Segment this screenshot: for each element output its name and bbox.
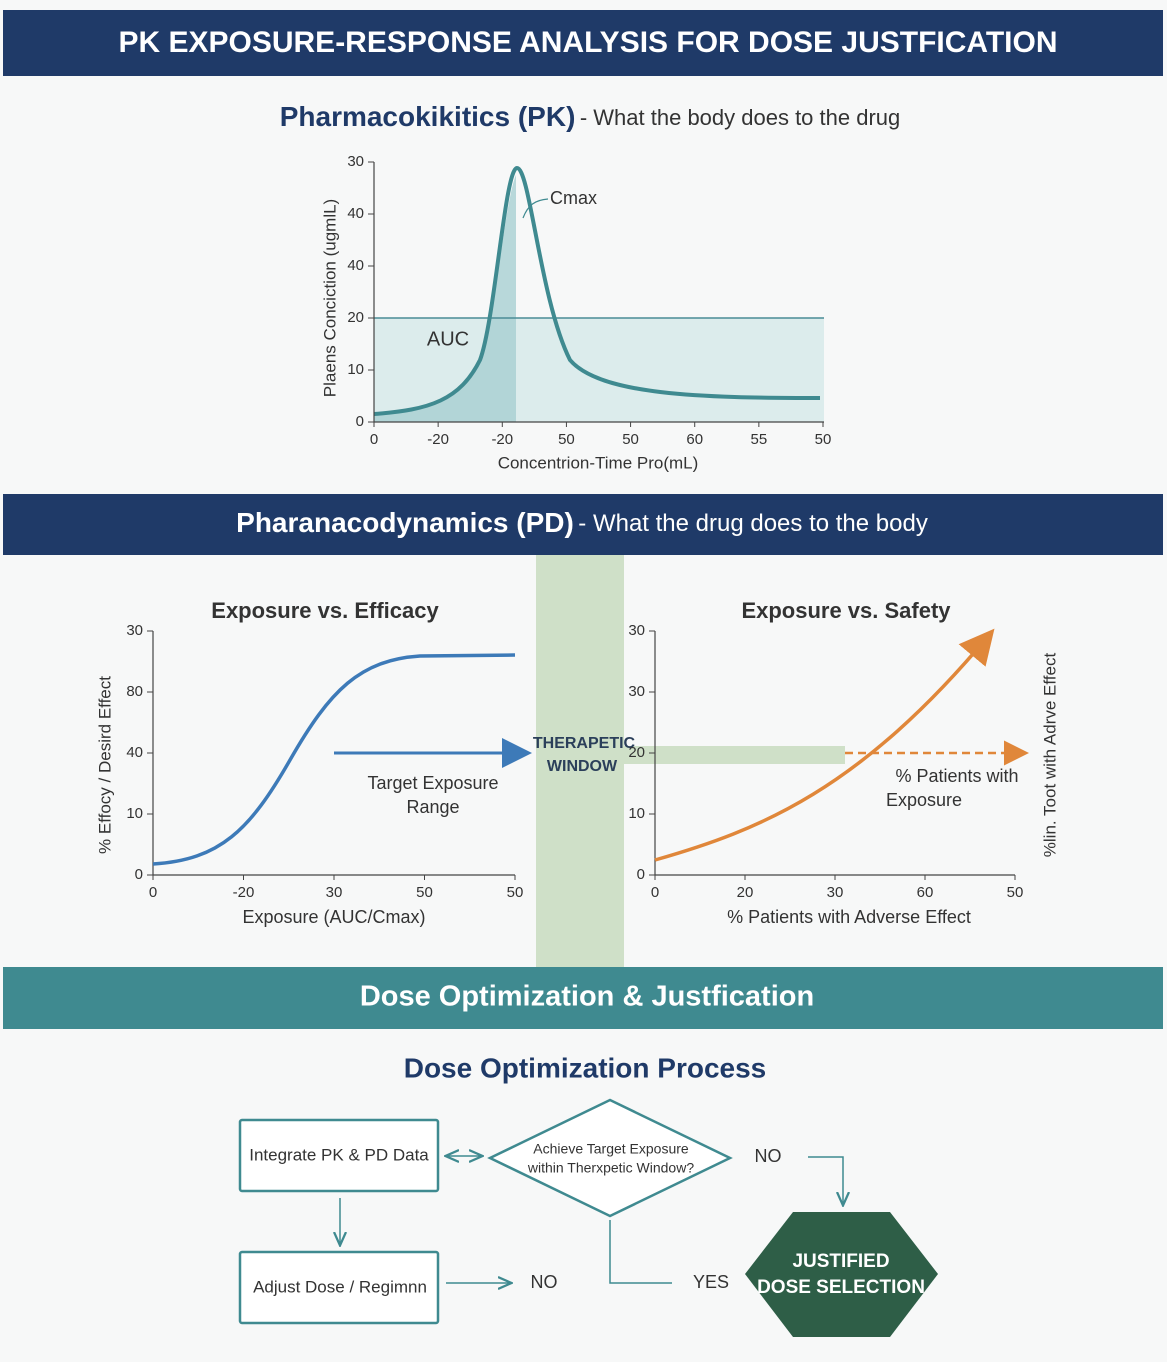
- y-tick-label: 30: [347, 153, 364, 170]
- process-title: Dose Optimization Process: [404, 1052, 767, 1083]
- x-tick-label: -20: [233, 884, 255, 901]
- node-label: Adjust Dose / Regimnn: [253, 1277, 427, 1296]
- x-tick-label: -20: [491, 431, 513, 448]
- efficacy-title: Exposure vs. Efficacy: [211, 598, 439, 623]
- edge: [808, 1156, 843, 1204]
- x-tick-label: 60: [917, 884, 934, 901]
- pk-subtitle: - What the body does to the drug: [580, 105, 900, 130]
- x-tick-label: 0: [149, 884, 157, 901]
- target-label: Range: [406, 797, 459, 817]
- y-tick-label: 10: [628, 805, 645, 822]
- x-tick-label: 55: [751, 431, 768, 448]
- x-tick-label: 50: [507, 884, 524, 901]
- y-tick-label: 0: [637, 866, 645, 883]
- dose-bar: [3, 967, 1163, 1029]
- y-tick-label: 40: [126, 744, 143, 761]
- y-tick-label: 30: [126, 622, 143, 639]
- y-tick-label: 10: [126, 805, 143, 822]
- final-node: [745, 1212, 938, 1337]
- node-box: [238, 1118, 440, 1193]
- x-tick-label: 50: [1007, 884, 1024, 901]
- window-label: WINDOW: [547, 758, 618, 775]
- node-label: Integrate PK & PD Data: [249, 1145, 429, 1164]
- x-tick-label: 30: [326, 884, 343, 901]
- therapeutic-band: [536, 555, 624, 967]
- efficacy-curve: [152, 653, 516, 866]
- x-tick-label: 50: [622, 431, 639, 448]
- x-tick-label: 60: [686, 431, 703, 448]
- safety-curve: [654, 628, 995, 862]
- y-tick-label: 30: [628, 683, 645, 700]
- pk-y-label: Plaens Conciction (ugmlL): [320, 199, 339, 397]
- y-tick-label: 0: [356, 413, 364, 430]
- header-title: PK EXPOSURE-RESPONSE ANALYSIS FOR DOSE J…: [118, 26, 1057, 59]
- pk-x-label: Concentrion-Time Pro(mL): [498, 453, 699, 472]
- y-tick-label: 80: [126, 683, 143, 700]
- pd-title: Pharanacodynamics (PD): [236, 507, 574, 538]
- auc-label: AUC: [427, 328, 469, 350]
- y-tick-label: 20: [628, 744, 645, 761]
- cmax-leader: [522, 198, 549, 219]
- x-tick-label: 0: [370, 431, 378, 448]
- therapeutic-band-h: [624, 746, 845, 764]
- safety-annotation: Exposure: [886, 790, 962, 810]
- y-tick-label: 30: [628, 622, 645, 639]
- safety-title: Exposure vs. Safety: [741, 598, 951, 623]
- x-tick-label: 20: [737, 884, 754, 901]
- safety-y-label: %lin. Toot with Adrve Effect: [1040, 653, 1059, 858]
- edge-label: YES: [693, 1272, 729, 1292]
- y-tick-label: 40: [347, 257, 364, 274]
- y-tick-label: 10: [347, 361, 364, 378]
- x-tick-label: 50: [558, 431, 575, 448]
- x-tick-label: -20: [427, 431, 449, 448]
- safety-annotation: % Patients with: [895, 766, 1018, 786]
- efficacy-y-label: % Effocy / Desird Effect: [95, 676, 114, 854]
- cmax-label: Cmax: [550, 188, 597, 208]
- y-tick-label: 20: [347, 309, 364, 326]
- window-label: THERAPETIC: [533, 735, 636, 752]
- edge: [609, 1220, 672, 1284]
- pd-heading: Pharanacodynamics (PD) - What the drug d…: [236, 507, 928, 538]
- x-tick-label: 30: [827, 884, 844, 901]
- pk-title: Pharmacokikitics (PK): [280, 101, 576, 132]
- node-label: Achieve Target Exposure: [533, 1141, 689, 1157]
- pk-heading: Pharmacokikitics (PK) - What the body do…: [280, 101, 901, 132]
- header-bar: [3, 10, 1163, 76]
- edge-label: NO: [755, 1146, 782, 1166]
- pd-subtitle: - What the drug does to the body: [578, 510, 928, 537]
- x-tick-label: 50: [815, 431, 832, 448]
- node-label: JUSTIFIED: [792, 1251, 889, 1272]
- decision-diamond: [487, 1098, 733, 1218]
- pd-bar: [3, 494, 1163, 555]
- y-tick-label: 0: [135, 866, 143, 883]
- pk-curve: [373, 165, 821, 416]
- pk-ticks: 30 40 40 20 10 00 -20 -20 50 50 60 55 50: [347, 153, 831, 448]
- node-label: within Therxpetic Window?: [527, 1160, 694, 1176]
- safety-x-label: % Patients with Adverse Effect: [727, 907, 971, 927]
- node-box: [238, 1250, 440, 1325]
- x-tick-label: 50: [416, 884, 433, 901]
- y-tick-label: 40: [347, 205, 364, 222]
- target-label: Target Exposure: [367, 773, 498, 793]
- dose-banner: Dose Optimization & Justfication: [360, 981, 814, 1013]
- efficacy-x-label: Exposure (AUC/Cmax): [242, 907, 425, 927]
- edge-label: NO: [531, 1272, 558, 1292]
- node-label: DOSE SELECTION: [757, 1277, 925, 1298]
- x-tick-label: 0: [651, 884, 659, 901]
